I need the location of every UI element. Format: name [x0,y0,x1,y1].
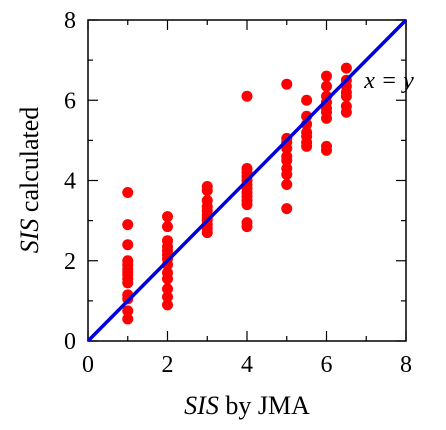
data-point [281,162,293,174]
data-point [122,255,134,267]
y-axis-label-italic: SIS [15,219,44,254]
reference-line-x-equals-y [86,18,408,343]
data-point [241,90,253,102]
x-tick-label: 4 [241,352,253,378]
x-tick-label: 8 [400,352,412,378]
data-point [162,299,173,311]
data-point [241,162,253,174]
data-point [321,80,332,92]
reference-line-label: x = y [363,68,414,94]
data-point [122,239,134,251]
data-point [340,62,352,74]
data-point [162,267,173,279]
data-point [321,140,332,152]
data-point [162,221,173,233]
data-point [162,235,173,247]
data-point [340,100,352,112]
y-tick-label: 6 [64,88,76,114]
y-axis-label: SIS calculated [15,107,44,254]
y-tick-label: 8 [64,8,76,34]
data-point [281,179,293,191]
data-point [122,305,134,317]
data-point [201,181,213,193]
data-point [162,211,173,223]
tick-labels: 0 2 4 6 8 0 2 4 6 8 [64,8,412,378]
y-axis-label-rest: calculated [15,107,44,219]
y-tick-label: 4 [64,169,76,195]
x-axis-label-rest: by JMA [219,391,310,420]
data-point [281,203,293,215]
data-point [201,195,213,207]
data-point [301,126,313,138]
x-tick-label: 6 [321,352,333,378]
x-tick-label: 0 [82,352,94,378]
data-points [122,62,352,325]
data-point [321,70,332,82]
data-point [162,291,173,303]
data-point [281,78,293,90]
data-point [162,283,173,295]
x-tick-label: 2 [162,352,174,378]
x-axis-label: SIS by JMA [184,391,310,420]
data-point [122,187,134,199]
axis-ticks [87,19,407,342]
data-point [241,217,253,229]
data-point [281,150,293,162]
y-tick-label: 0 [64,329,76,355]
data-point [122,219,134,231]
data-point [301,94,313,106]
data-point [122,313,134,325]
y-tick-label: 2 [64,249,76,275]
x-axis-label-italic: SIS [184,391,219,420]
